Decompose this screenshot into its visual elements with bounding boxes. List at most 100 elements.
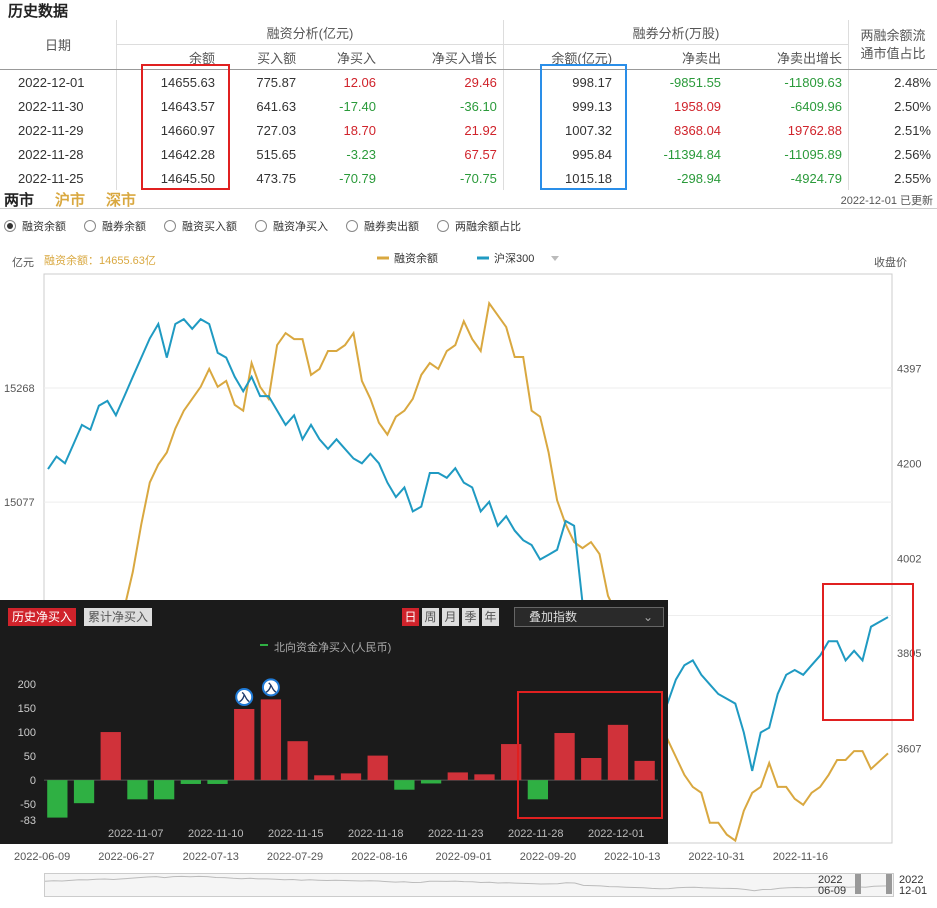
x-tick-label: 2022-09-20 (520, 851, 576, 863)
radio-option-1[interactable]: 融券余额 (84, 218, 146, 234)
inset-bar (394, 780, 415, 790)
date-header: 日期 (0, 20, 117, 70)
radio-circle-icon (255, 220, 267, 232)
cell-date: 2022-11-29 (0, 118, 117, 142)
cell-net-sell-growth: -11809.63 (727, 69, 850, 94)
range-navigator[interactable] (44, 873, 894, 897)
legend-dropdown-icon[interactable] (551, 256, 559, 261)
inset-bar (367, 755, 388, 781)
cell-net-buy-growth: 67.57 (382, 142, 504, 166)
group-ratio: 两融余额流通市值占比 (848, 20, 937, 70)
left-axis-unit: 亿元 (12, 257, 34, 269)
inset-bar (127, 780, 148, 800)
cell-buy: 727.03 (256, 122, 297, 138)
inset-y-tick: 150 (18, 703, 36, 715)
period-button-4[interactable]: 年 (482, 608, 499, 626)
cell-net-buy: -17.40 (339, 98, 377, 114)
cell-fin-balance: 14645.50 (160, 170, 216, 186)
radio-label: 融券卖出额 (364, 221, 419, 233)
inset-bar (554, 733, 575, 781)
right-tick-label: 3805 (897, 648, 921, 660)
inset-x-tick: 2022-11-23 (428, 828, 483, 840)
cell-ratio: 2.50% (894, 98, 931, 114)
cell-net-buy: 12.06 (343, 74, 377, 90)
cell-sec-balance: 995.84 (572, 146, 613, 162)
cell-sec-balance: 1007.32 (565, 122, 613, 138)
cell-fin-balance: 14642.28 (160, 146, 216, 162)
cell-ratio: 2.48% (894, 74, 931, 90)
radio-option-4[interactable]: 融券卖出额 (346, 218, 419, 234)
period-button-1[interactable]: 周 (422, 608, 439, 626)
tab-both-markets[interactable]: 两市 (4, 192, 35, 209)
inset-x-tick: 2022-11-10 (188, 828, 243, 840)
inset-y-tick: -83 (20, 815, 36, 827)
radio-circle-icon (437, 220, 449, 232)
period-button-3[interactable]: 季 (462, 608, 479, 626)
radio-option-2[interactable]: 融资买入额 (164, 218, 237, 234)
left-tick-label: 15077 (4, 497, 35, 509)
cell-date: 2022-11-30 (0, 94, 117, 118)
inset-bar (607, 724, 629, 781)
badge-text: 入 (265, 681, 276, 694)
cell-net-buy: 18.70 (343, 122, 377, 138)
right-tick-label: 4397 (897, 364, 921, 376)
navigator-handle-left[interactable] (855, 874, 861, 894)
cell-net-buy-growth: -70.75 (382, 166, 504, 190)
overlay-index-dropdown[interactable]: 叠加指数 ⌄ (514, 607, 664, 627)
tab-shanghai[interactable]: 沪市 (55, 192, 86, 209)
inset-bar (527, 780, 549, 800)
radio-option-5[interactable]: 两融余额占比 (437, 218, 521, 234)
northbound-badge-icon[interactable] (235, 687, 254, 706)
tab-shenzhen[interactable]: 深市 (106, 192, 137, 209)
inset-x-tick: 2022-11-18 (348, 828, 403, 840)
radio-option-0[interactable]: 融资余额 (4, 218, 66, 234)
inset-bar (447, 772, 468, 781)
cell-ratio: 2.55% (894, 170, 931, 186)
inset-bar (340, 773, 362, 781)
x-tick-label: 2022-09-01 (436, 851, 492, 863)
northbound-badge-icon[interactable] (261, 678, 280, 697)
dropdown-label: 叠加指数 (529, 610, 578, 624)
inset-x-tick: 2022-11-15 (268, 828, 323, 840)
cell-net-sell-growth: -4924.79 (727, 166, 850, 190)
navigator-start-label: 06-09 (818, 885, 846, 897)
tab-cumulative-net-buy[interactable]: 累计净买入 (84, 608, 153, 626)
radio-circle-icon (4, 220, 16, 232)
inset-y-tick: 100 (18, 727, 36, 739)
navigator-start-label: 2022 (818, 874, 842, 886)
cell-net-sell-growth: -11095.89 (727, 142, 850, 166)
cell-fin-balance: 14655.63 (160, 74, 216, 90)
cell-fin-balance: 14660.97 (160, 122, 216, 138)
badge-text: 入 (239, 691, 250, 704)
x-tick-label: 2022-10-13 (604, 851, 660, 863)
cell-fin-balance: 14643.57 (160, 98, 216, 114)
inset-bar (153, 780, 175, 800)
inset-bar (287, 741, 308, 781)
cell-buy: 775.87 (256, 74, 297, 90)
inset-bar (581, 758, 602, 781)
navigator-line (44, 875, 892, 892)
inset-x-tick: 2022-11-07 (108, 828, 163, 840)
cell-net-sell-growth: 19762.88 (727, 118, 850, 142)
table-row: 2022-11-29 14660.97 727.03 18.70 21.92 1007.3… (0, 118, 937, 142)
inset-bar (634, 760, 655, 781)
x-tick-label: 2022-10-31 (688, 851, 744, 863)
legend-index: 沪深300 (494, 251, 534, 265)
update-status: 2022-12-01 已更新 (840, 195, 933, 207)
radio-option-3[interactable]: 融资净买入 (255, 218, 328, 234)
highlight-securities-balance (540, 64, 627, 190)
navigator-handle-right[interactable] (886, 874, 892, 894)
period-button-0[interactable]: 日 (402, 608, 419, 626)
radio-circle-icon (346, 220, 358, 232)
table-row: 2022-12-01 14655.63 775.87 12.06 29.46 998.17… (0, 69, 937, 94)
cell-net-sell: 8368.04 (674, 122, 722, 138)
tab-history-net-buy[interactable]: 历史净买入 (8, 608, 77, 626)
inset-bar (474, 774, 495, 781)
history-table: 日期 融资分析(亿元) 融券分析(万股) 两融余额流通市值占比 余额 买入额 净买入… (0, 20, 937, 190)
group-financing: 融资分析(亿元) (116, 20, 504, 45)
period-button-2[interactable]: 月 (442, 608, 459, 626)
radio-label: 融资余额 (22, 221, 66, 233)
inset-x-tick: 2022-12-01 (588, 828, 644, 840)
